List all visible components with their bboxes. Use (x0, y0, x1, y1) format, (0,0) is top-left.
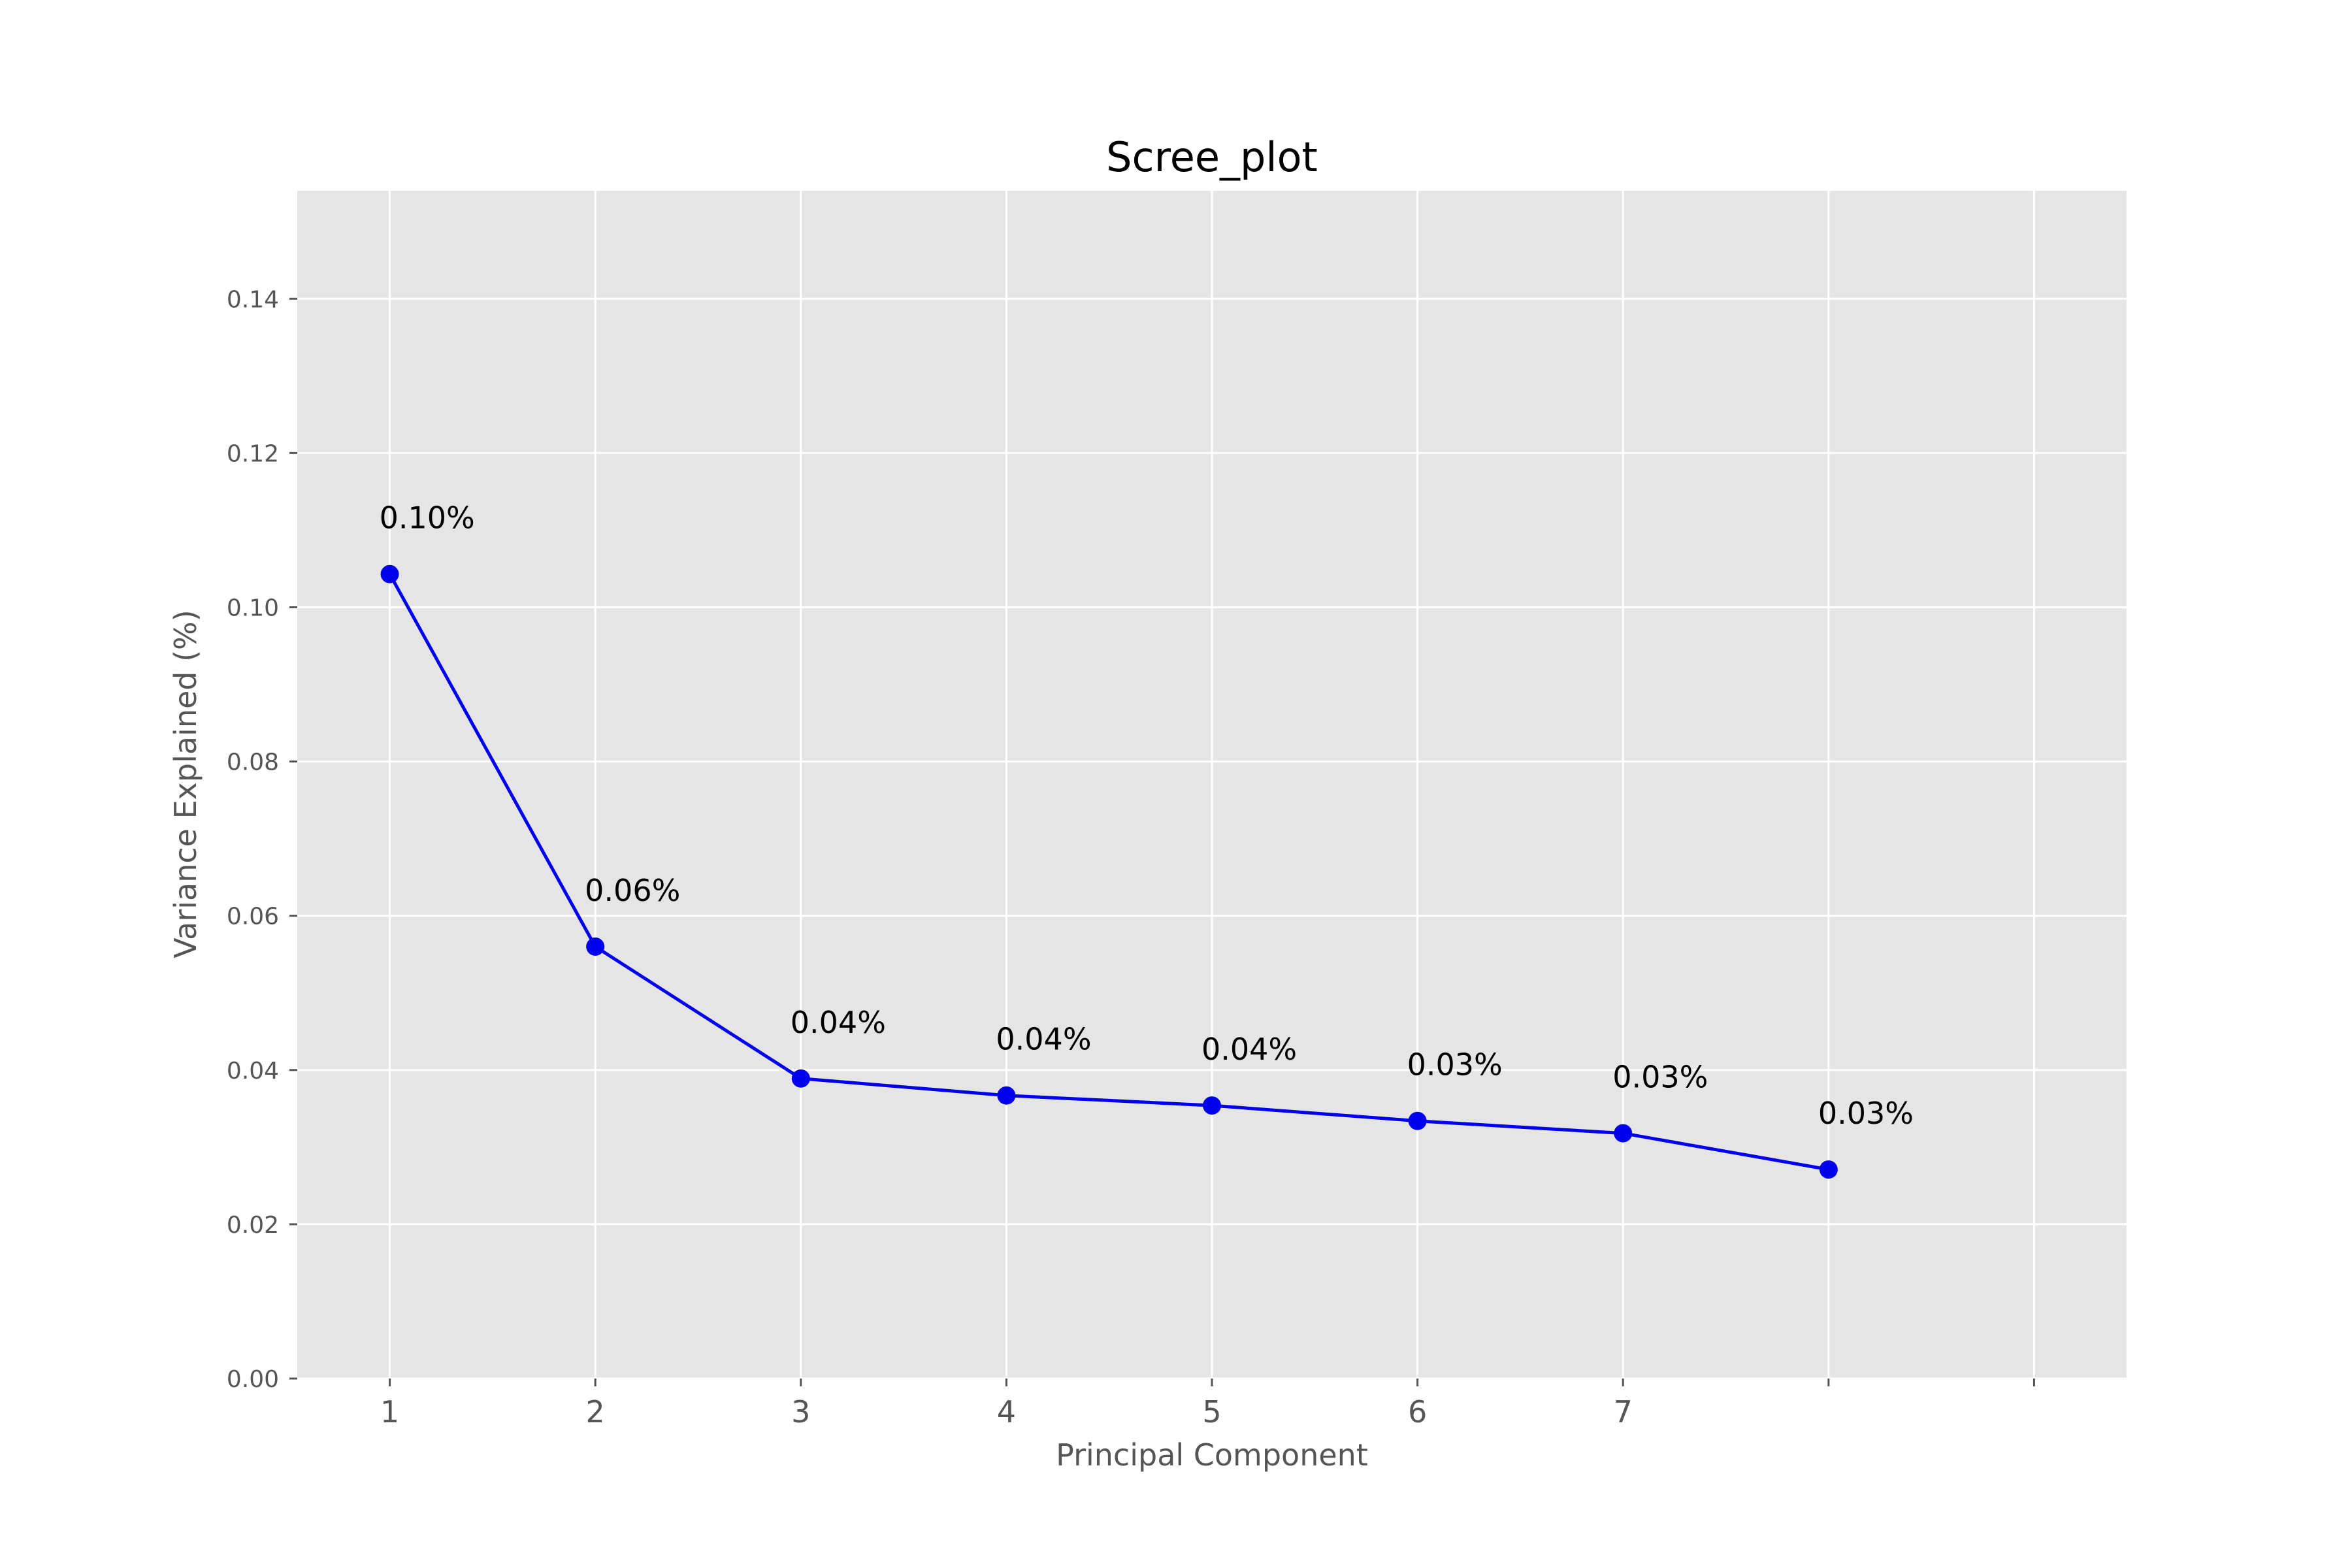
x-tick-label: 3 (791, 1394, 810, 1429)
y-axis-label: Variance Explained (%) (168, 610, 203, 958)
y-tick-label: 0.00 (227, 1366, 279, 1393)
chart-title: Scree_plot (1106, 133, 1318, 181)
data-point (586, 938, 604, 956)
data-label: 0.03% (1612, 1060, 1708, 1095)
data-point (997, 1086, 1015, 1105)
y-tick-label: 0.10 (227, 595, 279, 621)
data-label: 0.04% (1201, 1032, 1297, 1067)
x-tick-label: 6 (1408, 1394, 1427, 1429)
y-tick-label: 0.04 (227, 1058, 279, 1085)
data-label: 0.06% (585, 873, 680, 908)
data-label: 0.03% (1818, 1096, 1914, 1131)
data-point (1409, 1112, 1427, 1130)
data-point (792, 1070, 810, 1088)
y-tick-label: 0.06 (227, 904, 279, 930)
x-tick-label: 5 (1202, 1394, 1221, 1429)
data-label: 0.10% (380, 500, 475, 536)
x-axis-label: Principal Component (1056, 1437, 1368, 1473)
y-tick-label: 0.08 (227, 749, 279, 776)
data-point (1820, 1160, 1838, 1179)
x-tick-label: 2 (586, 1394, 605, 1429)
x-tick-label: 7 (1614, 1394, 1633, 1429)
x-tick-label: 1 (380, 1394, 399, 1429)
data-point (381, 565, 399, 583)
data-point (1203, 1096, 1221, 1115)
data-label: 0.04% (791, 1005, 886, 1040)
x-tick-label: 4 (997, 1394, 1016, 1429)
y-tick-label: 0.12 (227, 440, 279, 467)
data-label: 0.03% (1407, 1047, 1503, 1083)
y-tick-label: 0.14 (227, 286, 279, 313)
y-tick-label: 0.02 (227, 1212, 279, 1239)
data-label: 0.04% (996, 1022, 1091, 1057)
data-point (1614, 1124, 1632, 1143)
